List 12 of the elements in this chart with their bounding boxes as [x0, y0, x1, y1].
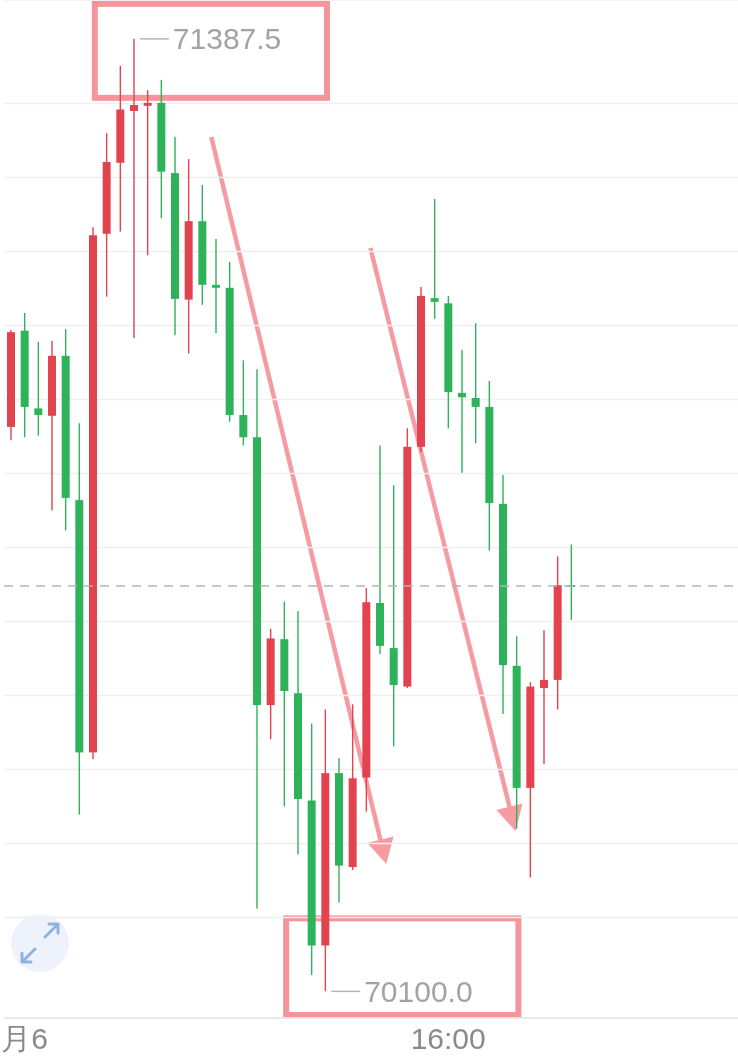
candlestick — [130, 38, 138, 339]
candlestick — [212, 238, 220, 334]
annotation: 71387.5 — [172, 22, 282, 56]
x-tick-label: 月6 — [1, 1022, 48, 1056]
candlestick — [34, 341, 43, 437]
annotation: 70100.0 — [364, 974, 473, 1008]
candlestick — [471, 322, 480, 444]
candlestick — [239, 359, 248, 447]
candlestick — [540, 629, 548, 765]
x-tick-label: 16:00 — [410, 1022, 486, 1056]
candlestick — [143, 89, 152, 256]
candlestick — [430, 198, 439, 320]
